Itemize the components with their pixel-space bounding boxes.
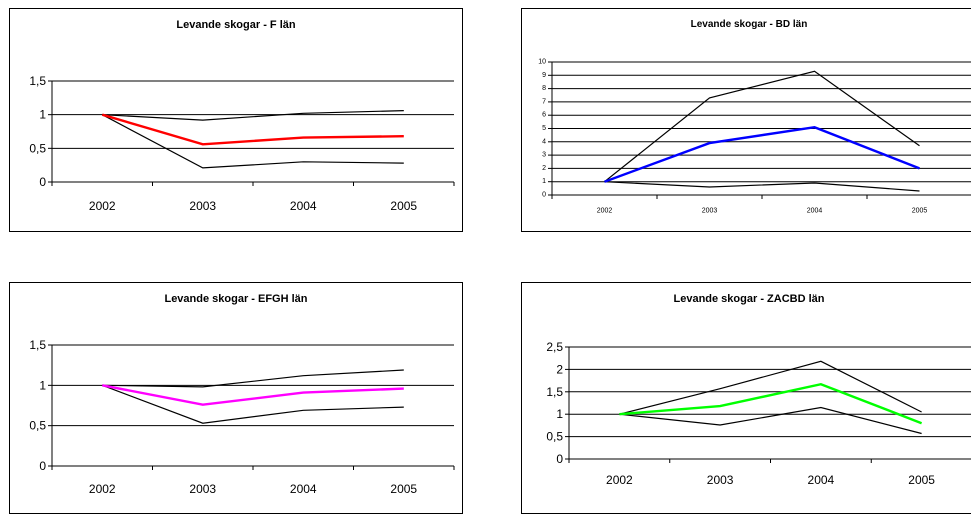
y-tick-label: 2 <box>556 362 563 376</box>
y-tick-label: 8 <box>542 85 546 92</box>
x-tick-label: 2003 <box>702 208 718 215</box>
x-tick-label: 2004 <box>290 482 317 496</box>
x-tick-label: 2003 <box>189 199 216 213</box>
series-line-bound <box>604 70 920 183</box>
series-line-bound <box>102 110 404 121</box>
y-tick-label: 10 <box>538 59 546 66</box>
y-tick-label: 0,5 <box>29 419 46 433</box>
y-tick-label: 1 <box>542 178 546 185</box>
x-tick-label: 2005 <box>912 208 928 215</box>
y-tick-label: 1 <box>39 378 46 392</box>
x-tick-label: 2002 <box>606 473 633 487</box>
y-tick-label: 4 <box>542 138 546 145</box>
y-tick-label: 1,5 <box>29 74 46 88</box>
series-line-bound <box>604 181 920 192</box>
y-tick-label: 6 <box>542 112 546 119</box>
series-line-highlight <box>102 384 404 406</box>
x-tick-label: 2003 <box>189 482 216 496</box>
chart-zacbd-lan: Levande skogar - ZACBD län 0 0,5 1 1,5 2 2,5 2… <box>521 282 971 514</box>
series-line-highlight <box>604 125 920 183</box>
y-tick-label: 2 <box>542 165 546 172</box>
y-tick-label: 1 <box>556 407 563 421</box>
x-tick-label: 2002 <box>597 208 613 215</box>
chart-title: Levande skogar - F län <box>176 19 296 31</box>
y-tick-label: 9 <box>542 72 546 79</box>
x-tick-label: 2004 <box>808 473 835 487</box>
chart-f-lan: Levande skogar - F län 0 0,5 1 1,5 2002 2003 2… <box>9 8 463 232</box>
y-tick-label: 2,5 <box>546 340 563 354</box>
series-line-bound <box>102 384 404 424</box>
y-tick-label: 0 <box>556 452 563 466</box>
series-line-highlight <box>619 382 923 425</box>
chart-bd-lan: Levande skogar - BD län 0 1 2 3 4 5 6 7 8 9 10 2002… <box>521 8 971 232</box>
chart-title: Levande skogar - EFGH län <box>164 293 308 305</box>
series-line-bound <box>102 114 404 169</box>
y-tick-label: 0 <box>39 459 46 473</box>
x-tick-label: 2004 <box>807 208 823 215</box>
y-tick-label: 1 <box>39 108 46 122</box>
x-tick-label: 2004 <box>290 199 317 213</box>
chart-efgh-lan: Levande skogar - EFGH län 0 0,5 1 1,5 2002 20… <box>9 282 463 514</box>
series-line-bound <box>619 406 922 435</box>
y-tick-label: 0,5 <box>29 141 46 155</box>
y-tick-label: 0 <box>542 192 546 199</box>
y-tick-label: 5 <box>542 125 546 132</box>
chart-plot: 0 0,5 1 1,5 2 2,5 2002 2003 2004 2005 <box>546 340 971 487</box>
chart-plot: 0 0,5 1 1,5 2002 2003 2004 2005 <box>29 74 455 213</box>
x-tick-label: 2005 <box>390 482 417 496</box>
series-line-bound <box>619 360 922 415</box>
series-line-highlight <box>101 113 404 146</box>
chart-plot: 0 1 2 3 4 5 6 7 8 9 10 2002 2003 2004 2005 <box>538 59 971 215</box>
chart-title: Levande skogar - BD län <box>690 19 808 30</box>
y-tick-label: 1,5 <box>546 385 563 399</box>
chart-title: Levande skogar - ZACBD län <box>673 293 825 305</box>
y-tick-label: 0 <box>39 175 46 189</box>
series-line-bound <box>102 369 404 388</box>
y-tick-label: 1,5 <box>29 338 46 352</box>
y-tick-label: 3 <box>542 152 546 159</box>
x-tick-label: 2003 <box>707 473 734 487</box>
x-tick-label: 2005 <box>908 473 935 487</box>
y-tick-label: 7 <box>542 98 546 105</box>
x-tick-label: 2005 <box>390 199 417 213</box>
x-tick-label: 2002 <box>89 199 116 213</box>
x-tick-label: 2002 <box>89 482 116 496</box>
chart-plot: 0 0,5 1 1,5 2002 2003 2004 2005 <box>29 338 455 496</box>
y-tick-label: 0,5 <box>546 430 563 444</box>
